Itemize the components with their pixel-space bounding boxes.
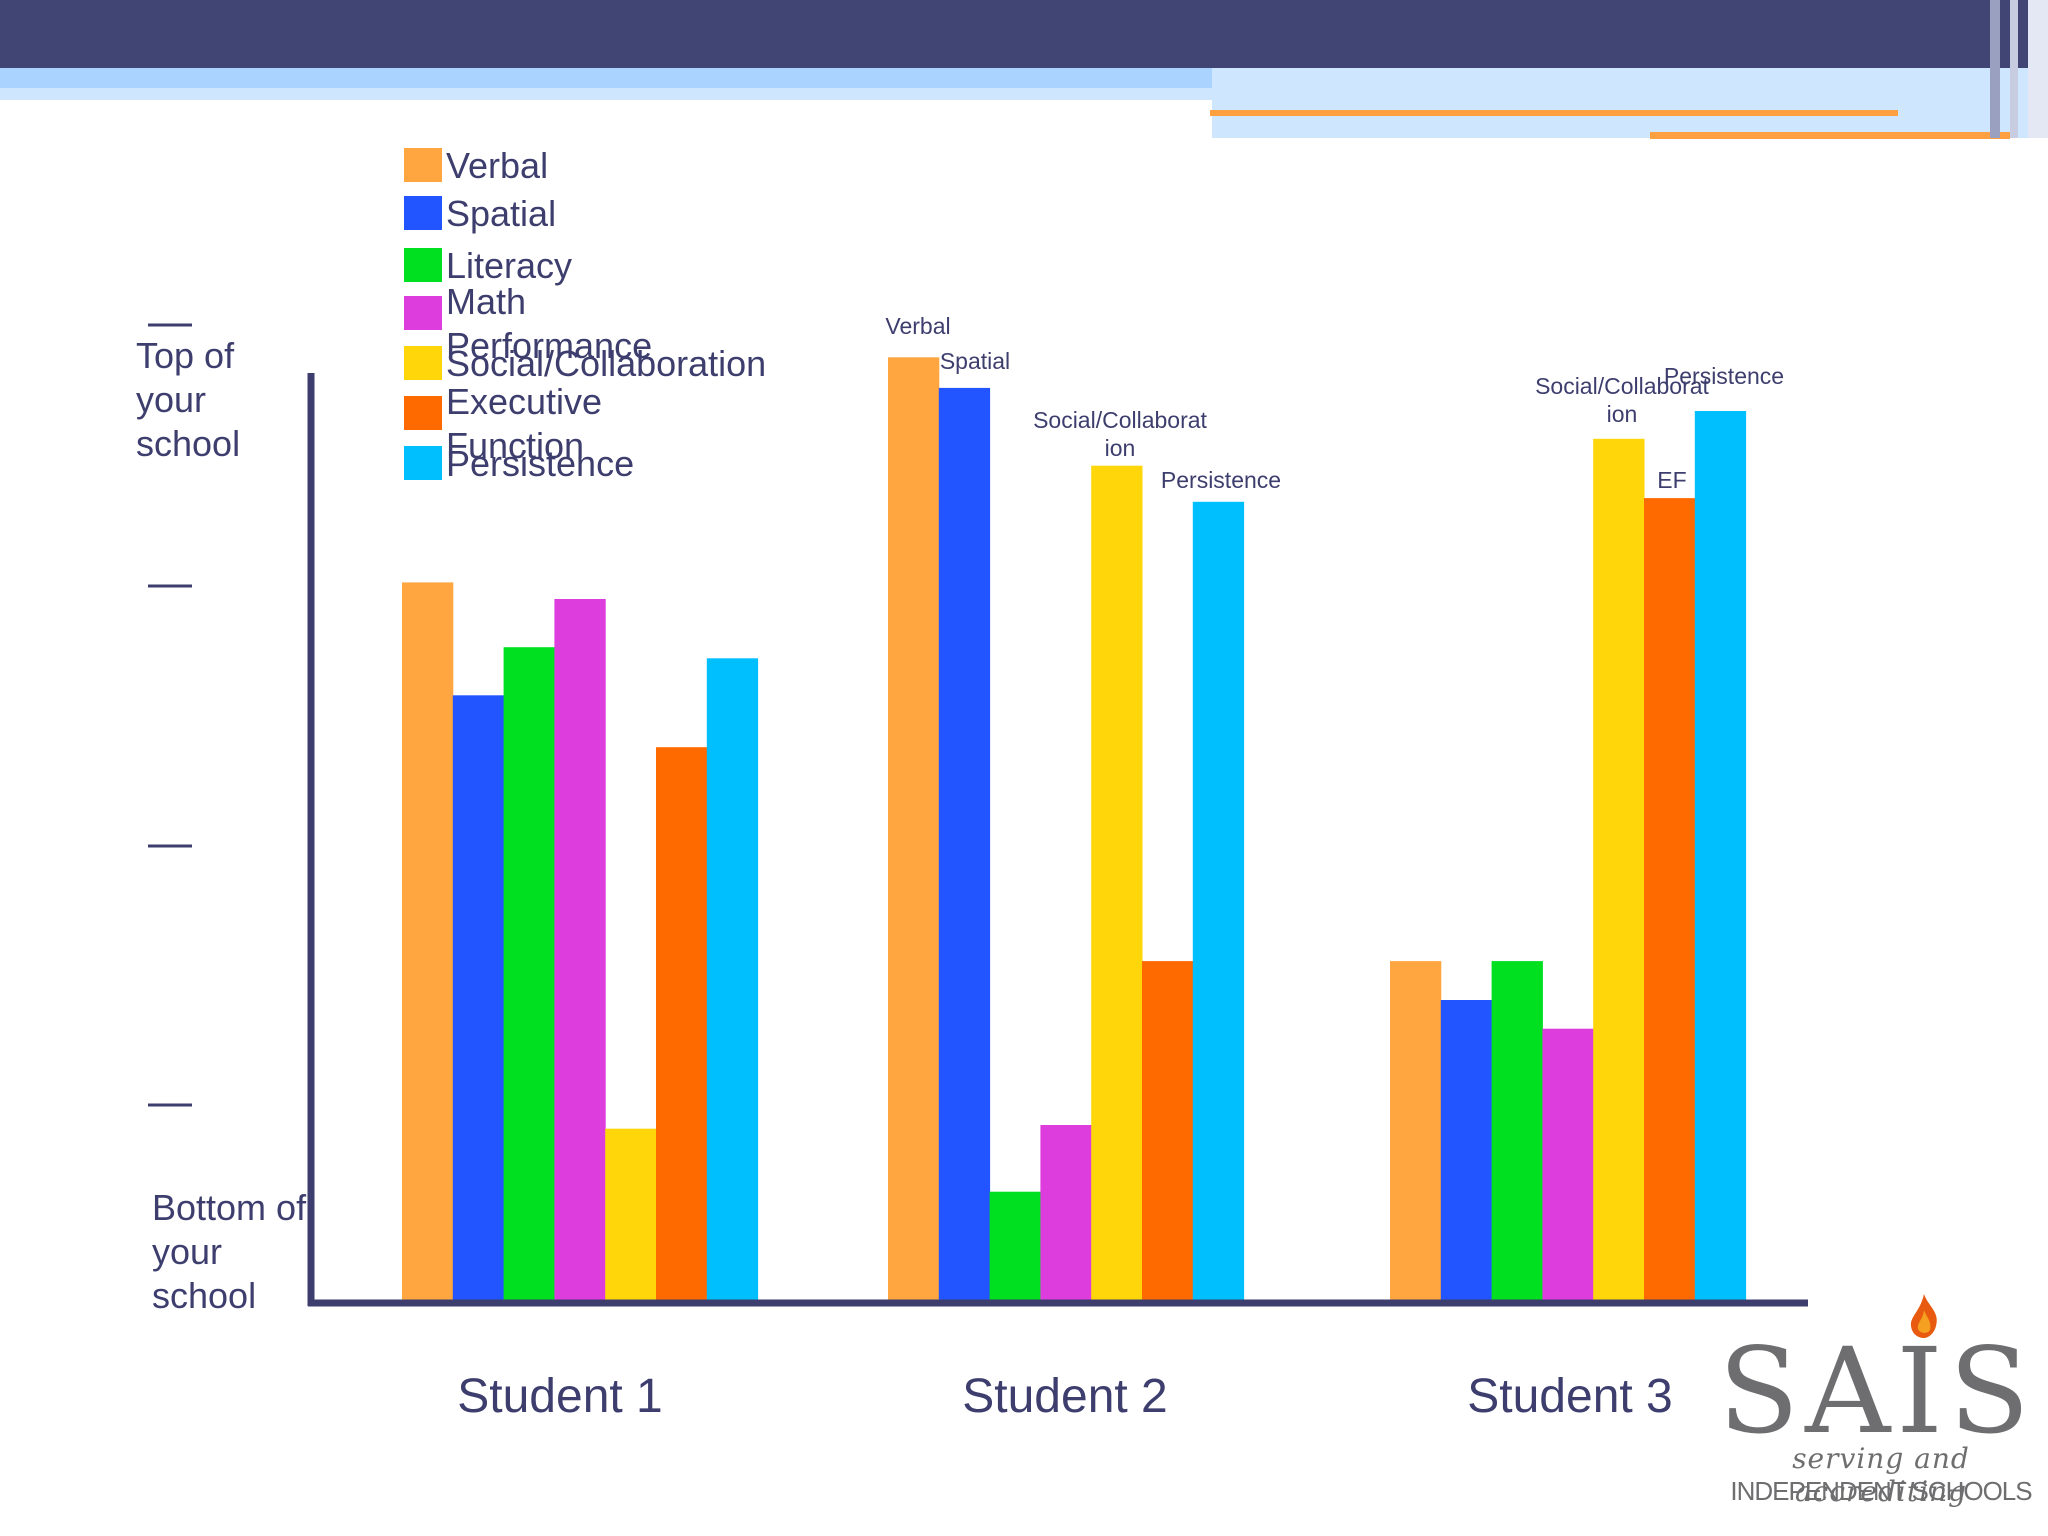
bar-persistence-student-3 [1694,411,1747,1300]
bar-executive-function-student-1 [656,747,708,1300]
legend-swatch-5 [404,396,442,430]
legend-label-5: Executive Function [446,381,602,466]
bar-spatial-student-3 [1440,1000,1493,1300]
bar-literacy-student-1 [503,647,555,1300]
y-axis-labels: Top of your school Bottom of your school [136,335,307,1316]
bar-spatial-student-2 [938,387,991,1300]
legend-label-2: Literacy [446,245,572,286]
bar-social-collaboration-student-3 [1593,438,1645,1300]
sais-logo: SAIS serving and accrediting INDEPENDENT… [1712,1292,2042,1510]
bar-literacy-student-2 [989,1191,1041,1300]
bar-verbal-student-2 [888,357,940,1300]
logo-tagline: serving and accrediting [1792,1442,1970,1508]
x-label-student-2: Student 2 [962,1370,1168,1423]
legend-swatch-4 [404,346,442,380]
y-bottom-label: Bottom of your school [152,1187,307,1316]
legend-label-1: Spatial [446,193,556,234]
y-axis-ticks [148,323,192,1107]
bar-math-performance-student-2 [1040,1125,1092,1300]
bar-persistence-student-1 [706,658,759,1300]
y-top-label: Top of your school [136,335,240,464]
bar-spatial-student-1 [452,695,505,1300]
legend-swatch-3 [404,296,442,330]
bar-executive-function-student-2 [1142,961,1194,1300]
bar-annotation-5: EF [1657,467,1686,493]
accent-line-1 [1210,110,1898,116]
bar-annotation-3: Persistence [1161,467,1281,493]
bar-social-collaboration-student-2 [1091,465,1143,1300]
flame-icon [1910,1294,1937,1338]
legend-swatch-2 [404,248,442,282]
logo-subtagline: INDEPENDENT SCHOOLS [1730,1476,2032,1506]
bar-executive-function-student-3 [1644,498,1696,1301]
bar-literacy-student-3 [1491,961,1543,1300]
legend-label-6: Persistence [446,443,634,484]
bar-annotation-1: Spatial [940,348,1010,374]
bar-annotation-0: Verbal [885,313,950,339]
header-edge-1 [1990,0,2000,138]
legend-label-4: Social/Collaboration [446,343,766,384]
bar-persistence-student-2 [1192,501,1245,1300]
legend-label-3: Math Performance [446,281,652,366]
accent-line-2 [1650,132,2010,139]
bar-annotation-2: Social/Collaborat ion [1033,407,1207,461]
header-edge-2 [2010,0,2018,138]
x-label-student-1: Student 1 [457,1370,663,1423]
bar-annotation-6: Persistence [1664,363,1784,389]
bar-annotation-4: Social/Collaborat ion [1535,373,1709,427]
header-stripe-left-fade [0,88,1212,100]
x-label-student-3: Student 3 [1467,1370,1673,1423]
bar-math-performance-student-3 [1542,1028,1594,1300]
bar-social-collaboration-student-1 [605,1128,657,1300]
header-stripe-right [1212,68,2048,138]
legend-swatch-0 [404,148,442,182]
legend-swatch-1 [404,196,442,230]
logo-wordmark: SAIS [1718,1322,2036,1460]
legend-swatch-6 [404,446,442,480]
bar-verbal-student-3 [1390,961,1442,1300]
bar-math-performance-student-1 [554,599,606,1300]
chart-bars [402,357,1747,1301]
bar-verbal-student-1 [402,582,454,1300]
header-bar [0,0,2048,68]
legend-label-0: Verbal [446,145,548,186]
header-edge-3 [2028,0,2048,138]
x-axis-labels: Student 1 Student 2 Student 3 [457,1370,1673,1423]
